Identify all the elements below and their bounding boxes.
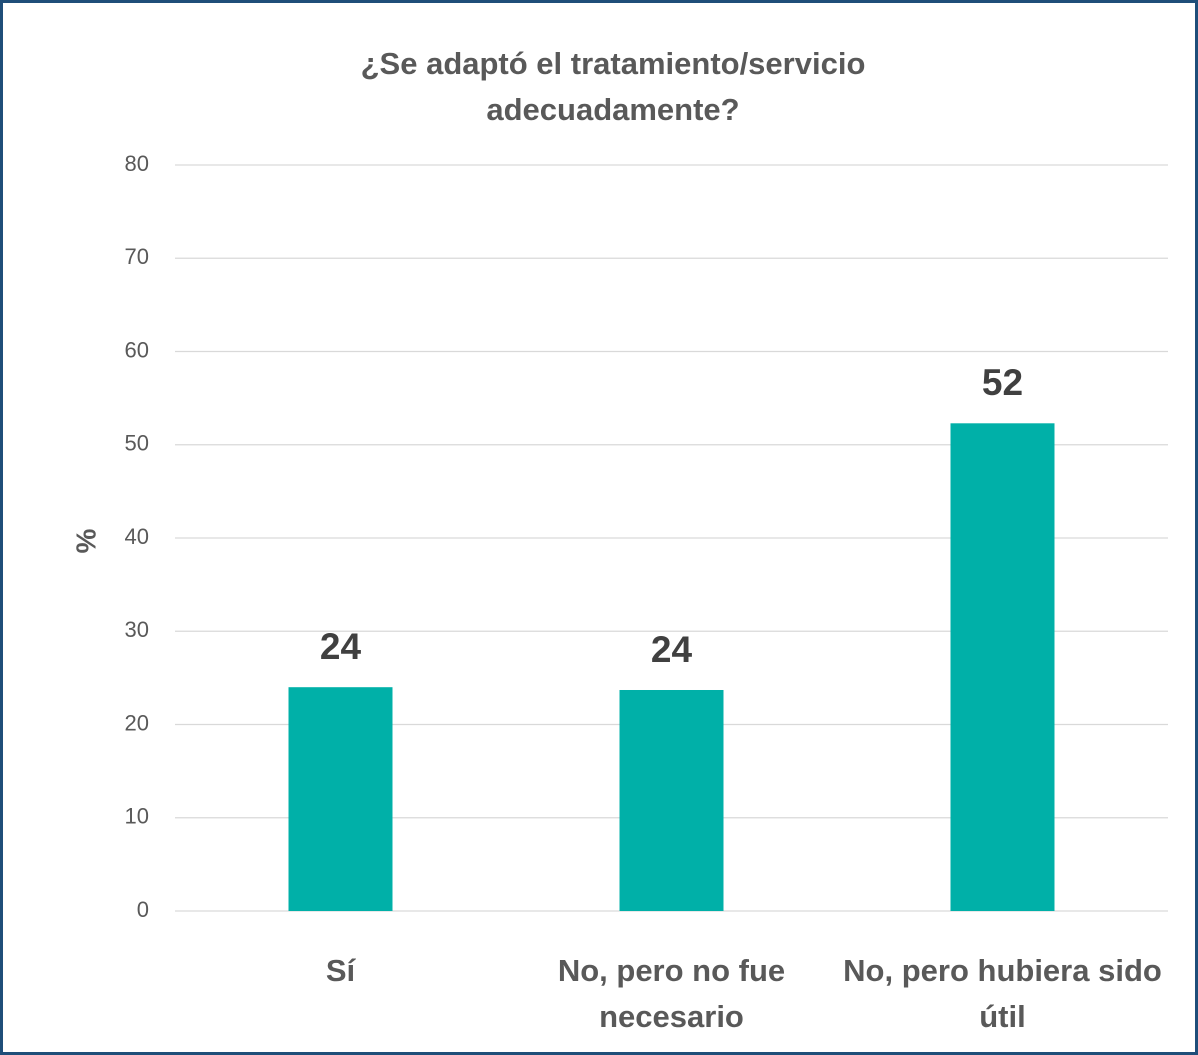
data-label: 52 <box>982 362 1023 403</box>
x-tick-label: No, pero no fue necesario <box>557 953 786 1034</box>
y-tick-label: 0 <box>137 897 149 922</box>
y-tick-label: 20 <box>125 710 149 735</box>
data-label: 24 <box>651 629 693 670</box>
y-tick-label: 70 <box>125 244 149 269</box>
y-tick-label: 50 <box>125 431 149 456</box>
y-tick-label: 40 <box>125 524 149 549</box>
y-tick-label: 80 <box>125 151 149 176</box>
chart: % 0 10 20 30 40 50 60 70 80 24 24 52 <box>70 151 1168 922</box>
y-tick-label: 60 <box>125 337 149 362</box>
y-tick-label: 10 <box>125 804 149 829</box>
bar <box>619 689 724 911</box>
bar <box>288 687 393 911</box>
y-tick-label: 30 <box>125 617 149 642</box>
bar <box>950 423 1055 911</box>
x-tick-label: Sí <box>325 953 356 988</box>
chart-title: ¿Se adaptó el tratamiento/servicio adecu… <box>360 46 866 127</box>
x-tick-label: No, pero hubiera sido útil <box>843 953 1162 1034</box>
data-label: 24 <box>320 626 362 667</box>
y-axis-label: % <box>70 528 101 553</box>
